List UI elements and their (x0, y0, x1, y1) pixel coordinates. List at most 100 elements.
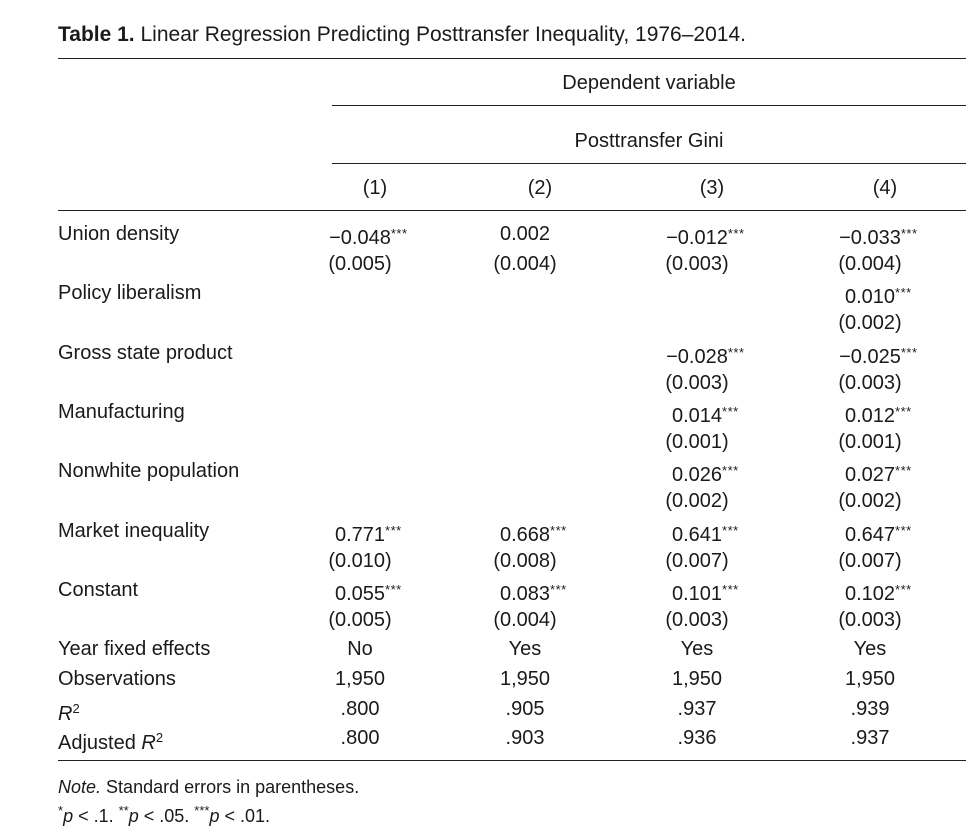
significance-stars: *** (722, 581, 739, 597)
coefficient-value: 0.641 (671, 523, 723, 546)
coefficient-value: −0.028 (666, 345, 728, 368)
standard-error-value: (0.007) (665, 549, 729, 572)
standard-error-cell: (0.003) (642, 371, 782, 395)
stat-value: No (305, 637, 445, 661)
header-subrule-2 (332, 163, 966, 164)
stat-label-superscript: 2 (155, 730, 164, 746)
stat-value-text: Yes (853, 638, 887, 660)
standard-error-cell: (0.005) (305, 608, 445, 632)
note-label: Note. (58, 777, 102, 797)
standard-error-value: (0.001) (838, 430, 902, 453)
stat-value-text: 1,950 (844, 667, 896, 690)
coefficient-cell: 0.002 (470, 222, 610, 246)
stat-value-text: .937 (850, 727, 890, 750)
table-caption: Table 1. Linear Regression Predicting Po… (58, 22, 746, 48)
standard-error-value: (0.003) (665, 371, 729, 394)
significance-stars: *** (895, 463, 912, 479)
stat-label-prefix: Adjusted (58, 732, 142, 755)
standard-error-cell: (0.007) (642, 549, 782, 573)
coefficient-cell: −0.025*** (815, 341, 955, 369)
significance-stars: *** (385, 522, 402, 538)
sig-stars: ** (118, 803, 129, 818)
coefficient-cell: 0.012*** (815, 400, 955, 428)
table-label: Table 1. (58, 23, 135, 46)
stat-value: .939 (815, 697, 955, 721)
row-label: Nonwhite population (58, 460, 240, 483)
coefficient-cell: 0.668*** (470, 519, 610, 547)
stat-value-text: .905 (505, 697, 545, 720)
stat-value-text: .800 (340, 727, 380, 750)
coefficient-value: −0.012 (666, 227, 728, 249)
coefficient-cell: −0.033*** (815, 222, 955, 250)
coefficient-cell: 0.771*** (305, 519, 445, 547)
stat-label: Year fixed effects (58, 638, 211, 660)
significance-stars: *** (722, 522, 739, 538)
stat-value: 1,950 (642, 667, 782, 691)
standard-error-cell: (0.002) (642, 489, 782, 513)
top-rule (58, 58, 966, 59)
standard-error-cell: (0.001) (642, 430, 782, 454)
column-number-2: (2) (527, 177, 553, 199)
significance-stars: *** (727, 344, 745, 360)
stat-value: .903 (470, 726, 610, 750)
significance-stars: *** (390, 226, 408, 241)
standard-error-cell: (0.002) (815, 311, 955, 335)
standard-error-cell: (0.003) (642, 252, 782, 276)
row-label: Union density (58, 223, 180, 245)
standard-error-value: (0.010) (328, 549, 392, 572)
sig-p: p (63, 806, 74, 826)
standard-error-cell: (0.001) (815, 430, 955, 454)
significance-stars: *** (722, 403, 739, 419)
standard-error-value: (0.008) (493, 549, 557, 572)
standard-error-cell: (0.005) (305, 252, 445, 276)
significance-stars: *** (895, 522, 912, 538)
significance-stars: *** (895, 285, 912, 301)
standard-error-cell: (0.004) (470, 252, 610, 276)
column-number-1: (1) (362, 177, 388, 199)
coefficient-cell: 0.027*** (815, 459, 955, 487)
stat-value: .936 (642, 726, 782, 750)
stat-value: 1,950 (305, 667, 445, 691)
stat-value-text: Yes (508, 638, 542, 660)
significance-note: *p < .1. **p < .05. ***p < .01. (58, 800, 270, 827)
standard-error-value: (0.002) (838, 312, 902, 335)
coefficient-cell: 0.014*** (642, 400, 782, 428)
header-bottom-rule (58, 210, 966, 211)
coefficient-cell: −0.048*** (305, 222, 445, 250)
stat-value-text: .936 (677, 727, 717, 750)
coefficient-value: 0.647 (844, 523, 896, 546)
stat-value: Yes (642, 637, 782, 661)
coefficient-cell: −0.012*** (642, 222, 782, 250)
stat-label: R2 (58, 697, 80, 726)
coefficient-value: −0.048 (329, 227, 391, 249)
standard-error-value: (0.003) (665, 608, 729, 631)
note-text: Standard errors in parentheses. (106, 777, 360, 797)
coefficient-cell: 0.055*** (305, 578, 445, 606)
row-label: Constant (58, 578, 139, 601)
row-label: Market inequality (58, 519, 210, 542)
coefficient-cell: 0.101*** (642, 578, 782, 606)
coefficient-value: 0.083 (499, 582, 551, 605)
stat-value-text: .903 (505, 727, 545, 750)
significance-stars: *** (550, 522, 567, 538)
coefficient-value: 0.771 (334, 523, 386, 546)
standard-error-value: (0.003) (838, 371, 902, 394)
stat-value: Yes (470, 637, 610, 661)
header-dependent: Posttransfer Gini (574, 130, 724, 152)
stat-value: 1,950 (470, 667, 610, 691)
header-group: Dependent variable (562, 72, 736, 94)
stat-label-main: R (141, 732, 156, 755)
coefficient-cell: 0.102*** (815, 578, 955, 606)
stat-value-text: Yes (680, 638, 714, 660)
coefficient-cell: −0.028*** (642, 341, 782, 369)
coefficient-cell: 0.010*** (815, 281, 955, 309)
sig-p: p (128, 806, 139, 826)
standard-error-cell: (0.007) (815, 549, 955, 573)
significance-stars: *** (900, 226, 918, 241)
significance-stars: *** (550, 581, 567, 597)
coefficient-value: 0.101 (671, 582, 723, 605)
standard-error-cell: (0.004) (815, 252, 955, 276)
standard-error-value: (0.002) (838, 490, 902, 513)
stat-value-text: 1,950 (671, 667, 723, 690)
